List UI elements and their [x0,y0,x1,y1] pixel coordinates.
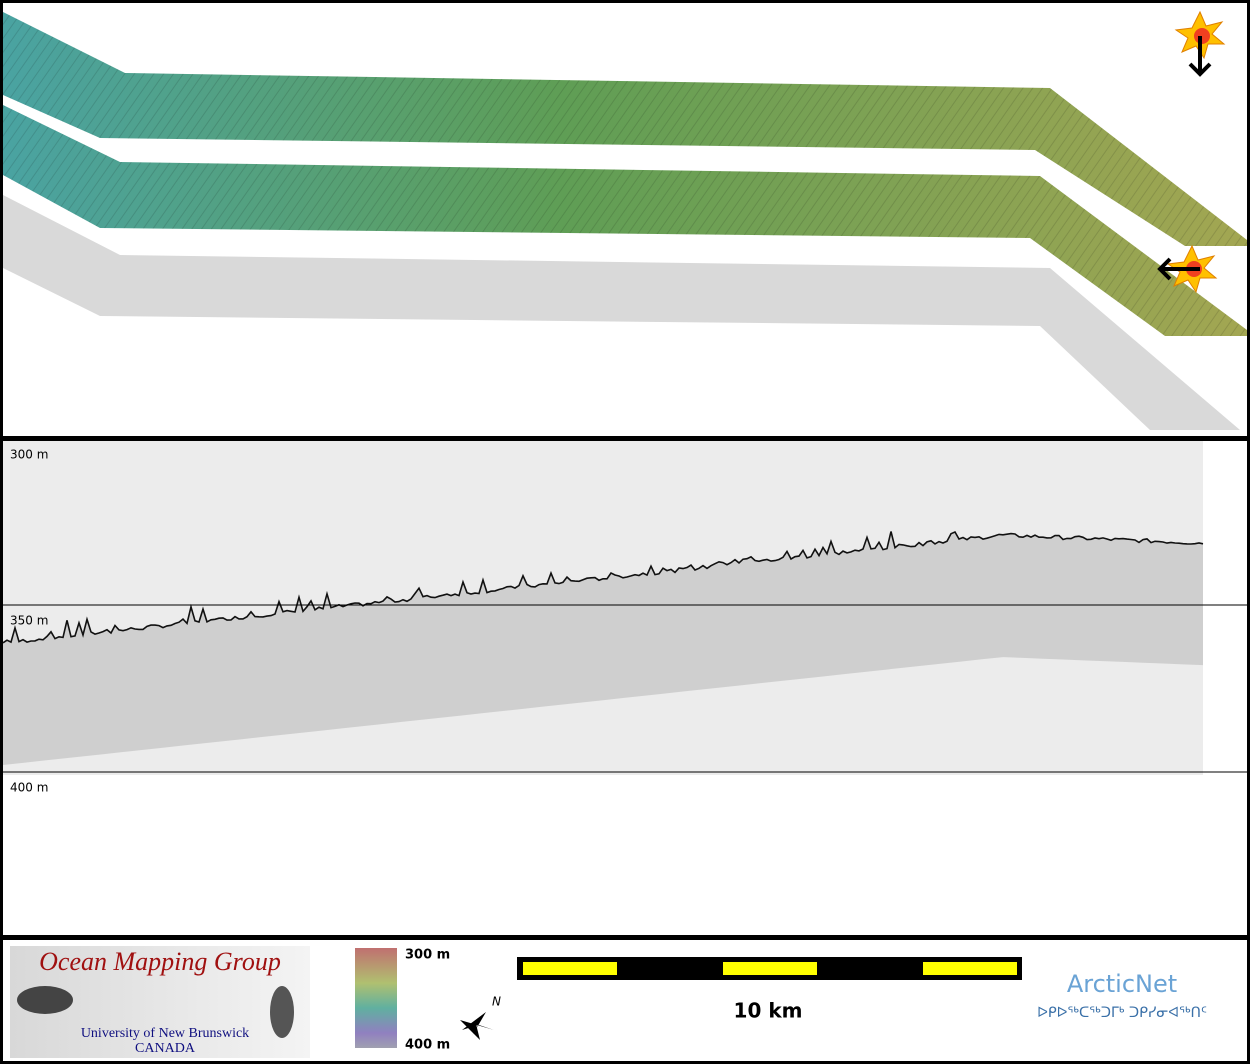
seafloor-reflector [2,530,1204,644]
divider [0,935,1250,940]
compass-star [462,1012,486,1036]
sub-bottom-haze [3,531,1203,765]
swath-backscatter [3,195,1240,430]
compass-star [460,1020,494,1040]
scale-segment [723,962,817,975]
logo-title: Ocean Mapping Group [39,947,281,976]
scale-segment [923,962,1017,975]
colorbar-label: 300 m [405,948,450,963]
colorbar-label: 400 m [405,1038,450,1053]
scale-label: 10 km [734,999,803,1023]
sun-icons [1157,10,1226,294]
depth-label: 350 m [10,614,48,628]
logo-university: University of New Brunswick [81,1026,249,1041]
arrow-head [1157,257,1172,281]
depth-label: 400 m [10,781,48,795]
swath-maps [3,12,1247,430]
colorbar [355,948,397,1048]
swath-texture [3,105,1247,336]
logo-art [270,986,294,1038]
arcticnet-name: ArcticNet [1067,970,1177,998]
swath-texture [3,12,1247,246]
compass-label: N [492,995,501,1009]
arcticnet-syllabics: ᐅᑭᐅᖅᑕᖅᑐᒥᒃ ᑐᑭᓯᓂᐊᖅᑎᑦ [1037,1005,1207,1021]
scale-segment [523,962,617,975]
logo-country: CANADA [135,1041,196,1056]
compass: N [460,995,501,1040]
logo-art [17,986,73,1014]
arrow-head [1188,62,1212,77]
depth-label: 300 m [10,448,48,462]
divider [0,436,1250,441]
